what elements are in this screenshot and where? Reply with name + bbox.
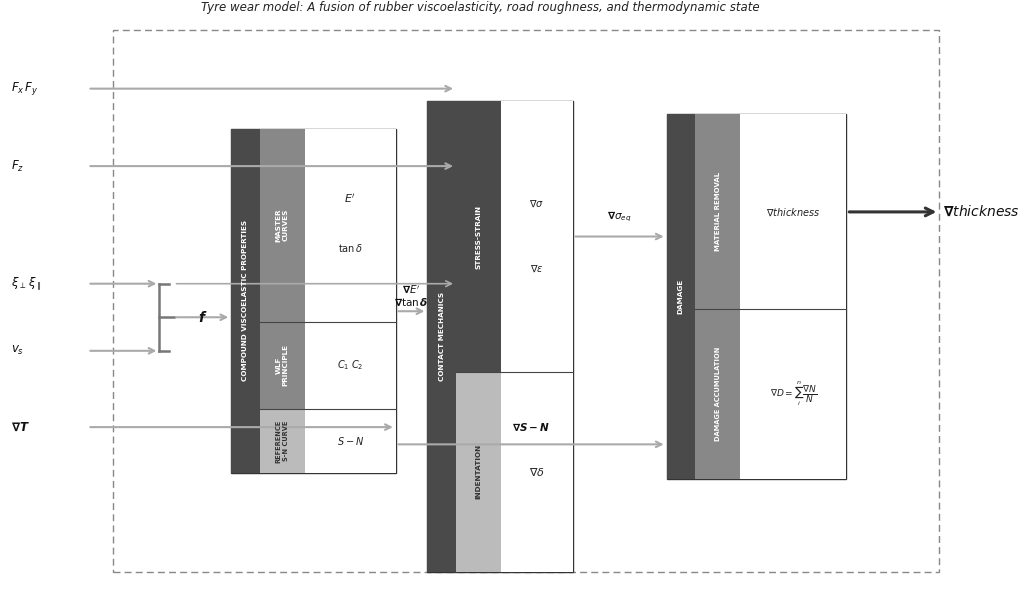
Text: $\boldsymbol{F_z}$: $\boldsymbol{F_z}$ — [11, 159, 25, 173]
Bar — [305, 129, 395, 321]
Text: $\nabla\varepsilon$: $\nabla\varepsilon$ — [530, 264, 544, 274]
Text: $\tan\delta$: $\tan\delta$ — [338, 242, 362, 255]
Text: $\boldsymbol{\nabla E'}$: $\boldsymbol{\nabla E'}$ — [402, 283, 421, 295]
Text: WLF
PRINCIPLE: WLF PRINCIPLE — [275, 345, 289, 387]
Text: $\boldsymbol{\nabla T}$: $\boldsymbol{\nabla T}$ — [11, 421, 30, 433]
Text: $C_1\;C_2$: $C_1\;C_2$ — [337, 359, 364, 372]
Text: CONTACT MECHANICS: CONTACT MECHANICS — [438, 292, 444, 381]
Bar — [740, 310, 847, 479]
Text: $\nabla\mathit{thickness}$: $\nabla\mathit{thickness}$ — [766, 206, 820, 218]
Bar — [501, 101, 572, 372]
Bar — [667, 114, 695, 479]
Bar — [427, 101, 456, 572]
Text: MATERIAL REMOVAL: MATERIAL REMOVAL — [715, 172, 721, 252]
Text: MASTER
CURVES: MASTER CURVES — [275, 208, 289, 242]
Bar — [695, 114, 740, 310]
Bar — [114, 30, 939, 572]
Text: DAMAGE ACCUMULATION: DAMAGE ACCUMULATION — [715, 347, 721, 441]
Text: $\boldsymbol{f}$: $\boldsymbol{f}$ — [198, 310, 207, 325]
Text: REFERENCE
S-N CURVE: REFERENCE S-N CURVE — [275, 420, 289, 463]
Bar — [260, 409, 305, 473]
Text: $\nabla\delta$: $\nabla\delta$ — [529, 466, 545, 478]
Text: $\boldsymbol{\nabla\sigma_{eq}}$: $\boldsymbol{\nabla\sigma_{eq}}$ — [607, 209, 632, 224]
Text: $\boldsymbol{\xi_\perp\,\xi_\parallel}$: $\boldsymbol{\xi_\perp\,\xi_\parallel}$ — [11, 275, 42, 292]
Text: $\boldsymbol{\nabla\mathit{thickness}}$: $\boldsymbol{\nabla\mathit{thickness}}$ — [943, 205, 1020, 219]
Bar — [456, 101, 501, 372]
Text: DAMAGE: DAMAGE — [678, 279, 684, 314]
Text: $\boldsymbol{F_x\,F_y}$: $\boldsymbol{F_x\,F_y}$ — [11, 80, 39, 97]
Bar — [667, 114, 847, 479]
Bar — [231, 129, 395, 473]
Text: $S - N$: $S - N$ — [337, 435, 364, 447]
Bar — [427, 101, 572, 572]
Bar — [501, 372, 572, 572]
Bar — [695, 310, 740, 479]
Text: $\boldsymbol{\nabla S - N}$: $\boldsymbol{\nabla S - N}$ — [512, 421, 550, 433]
Title: Tyre wear model: A fusion of rubber viscoelasticity, road roughness, and thermod: Tyre wear model: A fusion of rubber visc… — [201, 1, 759, 14]
Bar — [305, 409, 395, 473]
Bar — [260, 129, 305, 321]
Bar — [305, 321, 395, 409]
Bar — [456, 372, 501, 572]
Text: $E'$: $E'$ — [344, 192, 356, 205]
Text: INDENTATION: INDENTATION — [475, 444, 481, 499]
Text: STRESS-STRAIN: STRESS-STRAIN — [475, 204, 481, 269]
Text: $\boldsymbol{v_s}$: $\boldsymbol{v_s}$ — [11, 345, 24, 358]
Text: $\nabla D = \sum_{i}^{n}\dfrac{\nabla N}{N}$: $\nabla D = \sum_{i}^{n}\dfrac{\nabla N}… — [770, 379, 817, 408]
Text: $\nabla\sigma$: $\nabla\sigma$ — [529, 199, 545, 209]
Bar — [231, 129, 260, 473]
Text: COMPOUND VISCOELASTIC PROPERTIES: COMPOUND VISCOELASTIC PROPERTIES — [243, 220, 249, 381]
Text: $\boldsymbol{\nabla\tan\delta}$: $\boldsymbol{\nabla\tan\delta}$ — [394, 296, 429, 308]
Bar — [260, 321, 305, 409]
Bar — [740, 114, 847, 310]
